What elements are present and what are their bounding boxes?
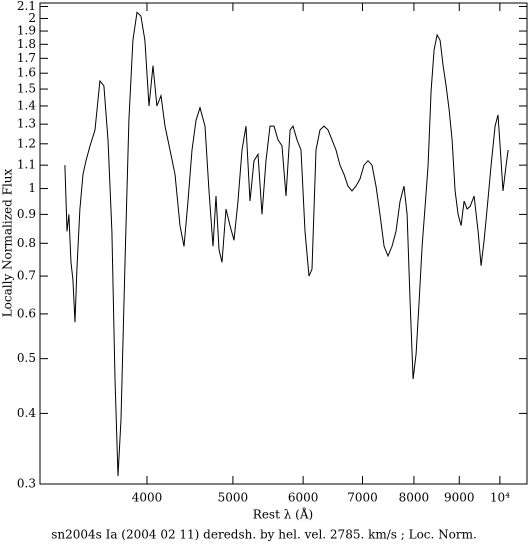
y-tick-label: 0.5 — [17, 351, 36, 365]
y-tick-label: 0.9 — [17, 207, 36, 221]
x-tick-label: 7000 — [347, 491, 378, 505]
y-tick-label: 1.9 — [17, 24, 36, 38]
y-tick-label: 1.1 — [17, 158, 36, 172]
x-tick-label: 5000 — [218, 491, 249, 505]
x-tick-label: 6000 — [288, 491, 319, 505]
x-tick-label: 4000 — [132, 491, 163, 505]
y-tick-label: 1.6 — [17, 66, 36, 80]
y-tick-label: 0.4 — [17, 406, 36, 420]
x-tick-label: 10⁴ — [490, 491, 510, 505]
y-tick-label: 2.1 — [17, 0, 36, 13]
y-tick-label: 0.7 — [17, 269, 36, 283]
plot-frame — [39, 2, 528, 485]
y-tick-label: 1.2 — [17, 136, 36, 150]
y-tick-label: 2 — [28, 11, 36, 25]
y-tick-label: 1.5 — [17, 82, 36, 96]
y-tick-label: 1.7 — [17, 51, 36, 65]
x-tick-label: 9000 — [444, 491, 475, 505]
y-tick-label: 1.4 — [17, 98, 36, 112]
spectrum-line — [64, 11, 509, 477]
y-tick-label: 1.8 — [17, 37, 36, 51]
y-axis-label: Locally Normalized Flux — [1, 168, 15, 317]
y-tick-label: 1 — [28, 181, 36, 195]
y-tick-label: 1.3 — [17, 117, 36, 131]
y-tick-label: 0.6 — [17, 306, 36, 320]
y-tick-label: 0.8 — [17, 236, 36, 250]
y-tick-label: 0.3 — [17, 477, 36, 491]
x-axis-label: Rest λ (Å) — [253, 507, 313, 522]
x-tick-label: 8000 — [399, 491, 430, 505]
caption: sn2004s Ia (2004 02 11) deredsh. by hel.… — [51, 528, 477, 542]
